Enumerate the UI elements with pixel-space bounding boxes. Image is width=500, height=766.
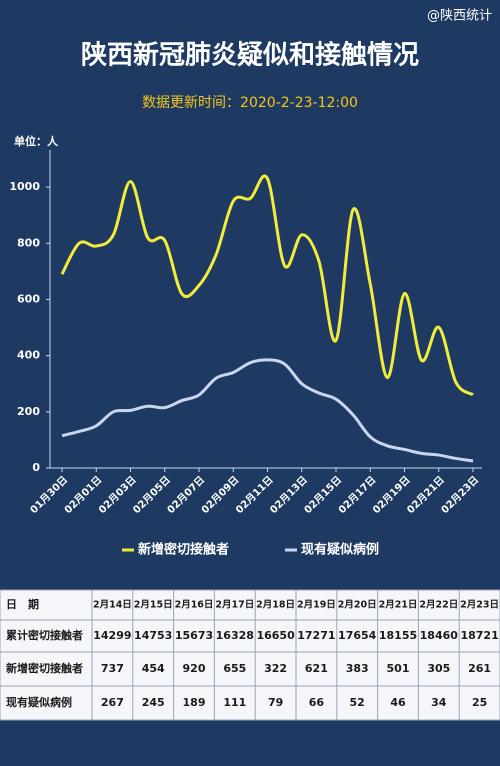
- y-tick-label: 0: [32, 461, 40, 474]
- table-cell: 79: [268, 696, 283, 709]
- table-cell: 655: [223, 662, 246, 675]
- table-cell: 2月19日: [297, 600, 336, 611]
- table-cell: 14753: [134, 629, 172, 642]
- table-cell: 2月16日: [175, 600, 214, 611]
- legend-label: 新增密切接触者: [138, 542, 229, 558]
- table-cell: 34: [431, 696, 447, 709]
- legend-label: 现有疑似病例: [301, 542, 379, 558]
- y-tick-label: 400: [17, 349, 40, 362]
- table-cell: 日 期: [6, 597, 39, 611]
- table-cell: 920: [183, 662, 206, 675]
- table-cell: 17654: [338, 629, 377, 642]
- table-cell: 261: [468, 662, 491, 675]
- table-cell: 14299: [93, 629, 131, 642]
- subtitle: 数据更新时间：2020-2-23-12:00: [142, 95, 358, 111]
- table-cell: 383: [346, 662, 369, 675]
- table-cell: 16650: [256, 629, 295, 642]
- table-cell: 322: [264, 662, 287, 675]
- table-cell: 2月22日: [419, 600, 458, 611]
- y-tick-label: 200: [17, 405, 40, 418]
- table-cell: 111: [223, 696, 246, 709]
- table-cell: 17271: [297, 629, 335, 642]
- y-tick-label: 1000: [9, 180, 40, 193]
- table-cell: 现有疑似病例: [6, 695, 72, 709]
- table-cell: 25: [472, 696, 487, 709]
- table-bg: [0, 590, 500, 720]
- table-cell: 2月23日: [460, 600, 499, 611]
- y-tick-label: 800: [17, 236, 40, 249]
- table-cell: 621: [305, 662, 328, 675]
- table-cell: 15673: [175, 629, 213, 642]
- table-cell: 189: [183, 696, 206, 709]
- table-cell: 18721: [460, 629, 498, 642]
- table-cell: 46: [390, 696, 406, 709]
- table-cell: 501: [387, 662, 410, 675]
- series-line: [61, 358, 474, 463]
- watermark: @陕西统计: [427, 9, 492, 24]
- table-cell: 18460: [420, 629, 459, 642]
- table-cell: 16328: [216, 629, 254, 642]
- table-cell: 2月15日: [134, 600, 173, 611]
- y-tick-label: 600: [17, 292, 40, 305]
- series-line: [60, 174, 474, 397]
- table-cell: 66: [309, 696, 325, 709]
- table-cell: 新增密切接触者: [6, 661, 83, 675]
- table-cell: 267: [101, 696, 124, 709]
- table-cell: 454: [142, 662, 165, 675]
- table-cell: 245: [142, 696, 165, 709]
- table-cell: 2月21日: [379, 600, 418, 611]
- table-cell: 737: [101, 662, 124, 675]
- unit: 单位：人: [14, 134, 59, 148]
- table-cell: 2月17日: [215, 600, 254, 611]
- table-cell: 305: [427, 662, 450, 675]
- table-cell: 2月18日: [256, 600, 295, 611]
- table-cell: 2月14日: [93, 600, 132, 611]
- table-cell: 52: [350, 696, 365, 709]
- table-cell: 18155: [379, 629, 417, 642]
- table-cell: 2月20日: [338, 600, 377, 611]
- title: 陕西新冠肺炎疑似和接触情况: [81, 40, 419, 71]
- table-cell: 累计密切接触者: [6, 628, 83, 642]
